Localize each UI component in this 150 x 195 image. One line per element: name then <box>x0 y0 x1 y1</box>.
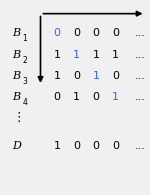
Text: 1: 1 <box>112 50 119 60</box>
Text: ...: ... <box>135 92 146 103</box>
Text: 1: 1 <box>112 92 119 103</box>
Text: ...: ... <box>135 28 146 38</box>
Text: 0: 0 <box>73 71 80 81</box>
Text: 0: 0 <box>73 28 80 38</box>
Text: 0: 0 <box>93 92 99 103</box>
Text: 0: 0 <box>93 141 99 151</box>
Text: 0: 0 <box>112 28 119 38</box>
Text: 1: 1 <box>54 141 60 151</box>
Text: 2: 2 <box>22 56 27 65</box>
Text: 1: 1 <box>93 50 99 60</box>
Text: B: B <box>12 71 20 81</box>
Text: B: B <box>12 28 20 38</box>
Text: 0: 0 <box>54 28 60 38</box>
Text: 0: 0 <box>112 71 119 81</box>
Text: 0: 0 <box>73 141 80 151</box>
Text: ...: ... <box>135 71 146 81</box>
Text: 1: 1 <box>73 50 80 60</box>
Text: 0: 0 <box>112 141 119 151</box>
Text: B: B <box>12 50 20 60</box>
Text: 0: 0 <box>54 92 60 103</box>
Text: ...: ... <box>135 50 146 60</box>
Text: D: D <box>12 141 21 151</box>
Text: ...: ... <box>135 141 146 151</box>
Text: 1: 1 <box>22 34 27 43</box>
Text: 0: 0 <box>93 28 99 38</box>
Text: 1: 1 <box>54 50 60 60</box>
Text: 1: 1 <box>54 71 60 81</box>
Text: ⋮: ⋮ <box>12 111 24 123</box>
Text: B: B <box>12 92 20 103</box>
Text: 1: 1 <box>73 92 80 103</box>
Text: 3: 3 <box>22 77 27 86</box>
Text: 4: 4 <box>22 98 27 107</box>
Text: 1: 1 <box>93 71 99 81</box>
